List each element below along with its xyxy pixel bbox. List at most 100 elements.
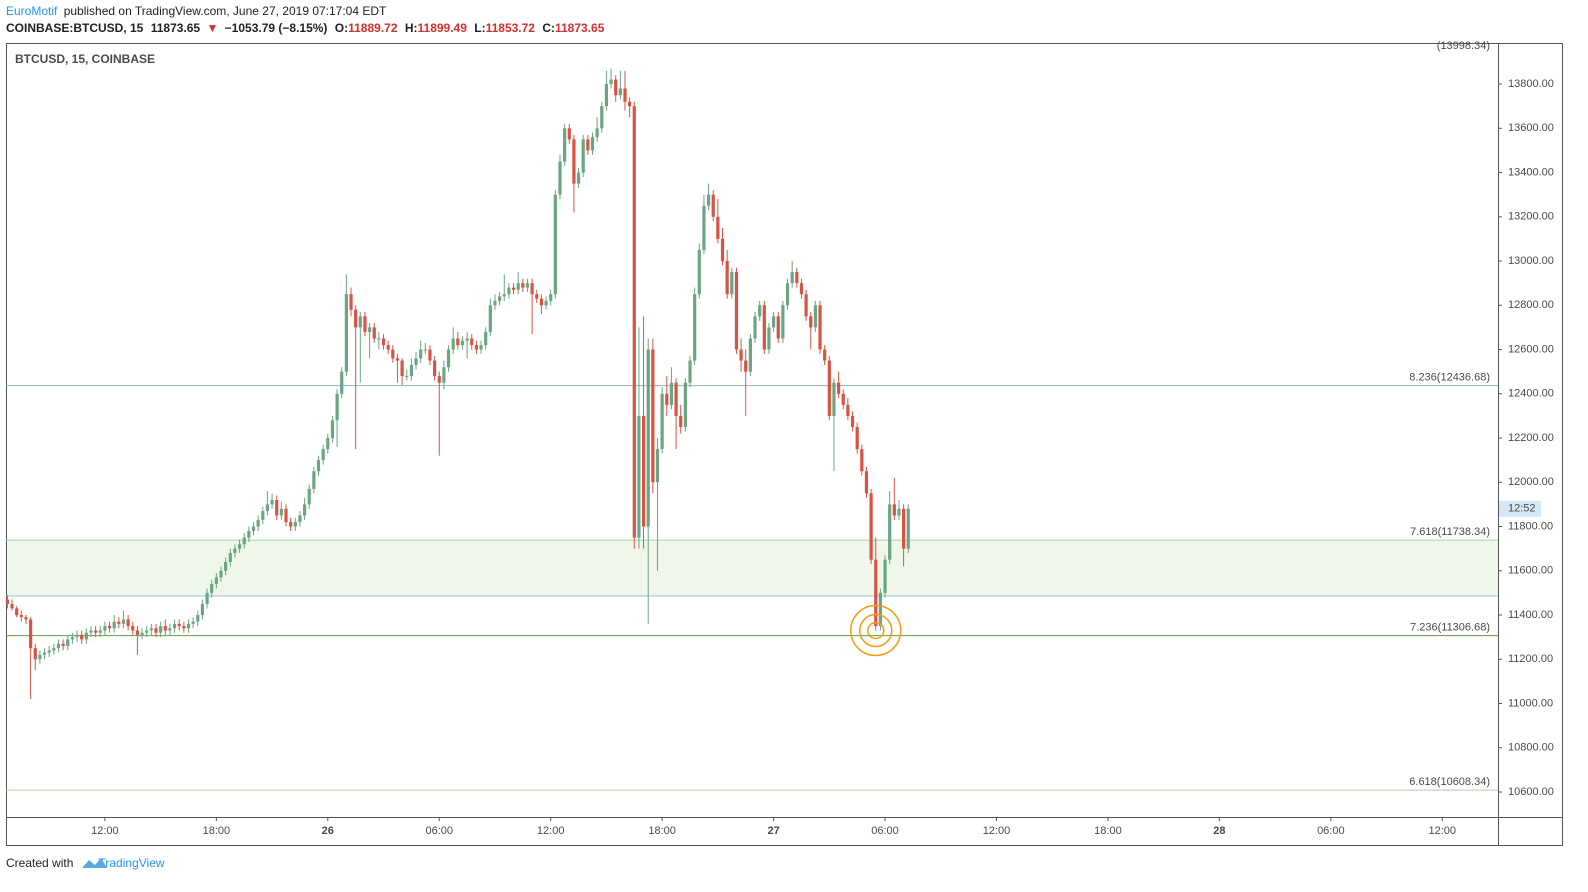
candle-body bbox=[781, 305, 785, 339]
fib-label: 8.236(12436.68) bbox=[1409, 372, 1490, 384]
candle-body bbox=[846, 404, 850, 416]
candle-body bbox=[42, 652, 47, 655]
zone bbox=[7, 540, 1498, 596]
candle-body bbox=[702, 205, 706, 250]
candle-body bbox=[84, 632, 88, 640]
o: 11889.72 bbox=[348, 21, 398, 35]
candle-body bbox=[414, 358, 418, 366]
candle-body bbox=[172, 623, 177, 629]
candle-body bbox=[502, 294, 506, 297]
candle-body bbox=[191, 621, 195, 624]
candle-body bbox=[316, 460, 321, 472]
brand-logo bbox=[82, 858, 107, 868]
candle-body bbox=[641, 415, 646, 527]
candle-body bbox=[651, 349, 655, 483]
x-tick-label: 06:00 bbox=[1317, 825, 1345, 837]
symbol: COINBASE:BTCUSD, 15 bbox=[6, 21, 144, 35]
candle-body bbox=[883, 559, 887, 593]
c: 11873.65 bbox=[555, 21, 605, 35]
candle-body bbox=[19, 615, 23, 618]
candle-body bbox=[790, 272, 794, 284]
candle-body bbox=[298, 515, 302, 523]
y-tick-label: 13400.00 bbox=[1508, 166, 1554, 178]
candle-body bbox=[205, 592, 209, 604]
candle-body bbox=[683, 382, 687, 427]
candle-body bbox=[902, 508, 906, 549]
candle-body bbox=[525, 283, 530, 288]
candle-body bbox=[442, 367, 446, 383]
candle-body bbox=[758, 305, 762, 317]
candle-body bbox=[785, 283, 790, 306]
candle-body bbox=[340, 371, 344, 394]
candle-body bbox=[558, 161, 562, 195]
candle-body bbox=[804, 294, 808, 317]
candle-body bbox=[669, 382, 674, 405]
published-line: published on TradingView.com, June 27, 2… bbox=[64, 4, 387, 18]
x-tick-label: 12:00 bbox=[91, 825, 119, 837]
h: 11899.49 bbox=[418, 21, 468, 35]
change: −1053.79 (−8.15%) bbox=[225, 21, 328, 35]
h-label: H: bbox=[405, 21, 418, 35]
candle-body bbox=[372, 327, 376, 339]
candle-body bbox=[302, 504, 307, 516]
plot: 8.236(12436.68) 7.618(11738.34) 7.236(1130… bbox=[5, 40, 1498, 791]
x-tick-label: 12:00 bbox=[537, 825, 565, 837]
candle-body bbox=[720, 238, 725, 262]
candle-body bbox=[744, 360, 748, 372]
y-tick-label: 13800.00 bbox=[1508, 78, 1554, 90]
candle-body bbox=[247, 530, 251, 538]
candle-body bbox=[567, 128, 571, 140]
candle-body bbox=[182, 626, 186, 629]
candle-body bbox=[479, 345, 483, 350]
y-tick-label: 12400.00 bbox=[1508, 388, 1554, 400]
candle-body bbox=[693, 294, 697, 361]
candle-body bbox=[70, 637, 75, 640]
candle-body bbox=[823, 349, 827, 361]
candle-body bbox=[716, 216, 720, 239]
candle-body bbox=[66, 639, 70, 646]
candle-body bbox=[75, 634, 79, 638]
candle-body bbox=[335, 393, 339, 421]
brand[interactable]: TradingView bbox=[99, 856, 165, 870]
candle-body bbox=[813, 305, 817, 328]
candle-body bbox=[289, 522, 293, 527]
candle-body bbox=[484, 331, 488, 346]
candle-body bbox=[888, 504, 892, 560]
footer: Created with TradingView bbox=[6, 856, 165, 870]
candle-body bbox=[878, 592, 882, 627]
x-tick-label: 12:00 bbox=[1429, 825, 1457, 837]
candle-body bbox=[428, 349, 432, 361]
candle-body bbox=[795, 272, 799, 284]
y-tick-label: 13000.00 bbox=[1508, 255, 1554, 267]
candle-body bbox=[628, 101, 632, 107]
candle-body bbox=[771, 316, 776, 328]
candle-body bbox=[233, 548, 237, 554]
candle-body bbox=[860, 449, 864, 472]
y-tick-label: 11800.00 bbox=[1508, 520, 1553, 532]
candle-body bbox=[581, 139, 585, 173]
candle-body bbox=[307, 488, 311, 505]
candle-body bbox=[563, 128, 567, 162]
quote-line: COINBASE:BTCUSD, 15 11873.65 ▼ −1053.79 … bbox=[6, 21, 605, 35]
candle-body bbox=[131, 626, 135, 631]
fib-label: 7.618(11738.34) bbox=[1410, 526, 1490, 538]
y-tick-label: 12800.00 bbox=[1508, 299, 1554, 311]
candle-body bbox=[29, 619, 33, 649]
c-label: C: bbox=[542, 21, 555, 35]
marker-ring bbox=[859, 613, 893, 648]
candle-body bbox=[679, 415, 683, 427]
candle-body bbox=[632, 106, 636, 538]
candle-body bbox=[767, 327, 771, 350]
candle-body bbox=[270, 499, 274, 505]
frame bbox=[6, 43, 1563, 846]
candle-body bbox=[242, 537, 246, 545]
candle-body bbox=[474, 345, 479, 350]
y-tick-label: 12000.00 bbox=[1508, 476, 1554, 488]
candle-body bbox=[776, 316, 780, 339]
candle-body bbox=[665, 393, 669, 405]
publisher[interactable]: EuroMotif bbox=[6, 4, 58, 18]
candle-body bbox=[89, 630, 93, 633]
candle-body bbox=[377, 338, 381, 340]
candle-body bbox=[149, 628, 153, 631]
candle-body bbox=[159, 626, 163, 633]
